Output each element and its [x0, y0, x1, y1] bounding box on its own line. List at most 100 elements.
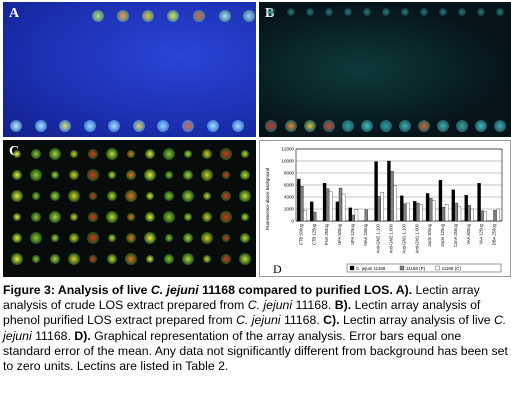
array-spot — [420, 8, 428, 16]
array-spot — [92, 10, 104, 22]
x-tick-label: Anti-GM1 1:100 — [401, 223, 406, 253]
caption-title-rest: 11168 compared to purified LOS. A). — [198, 283, 413, 297]
array-spot — [164, 191, 174, 201]
array-image-c: C — [3, 140, 256, 277]
array-spot — [89, 255, 97, 263]
array-image-a: A — [3, 2, 256, 137]
array-spot — [163, 211, 175, 223]
array-spot — [31, 212, 41, 222]
array-image-b: B — [259, 2, 511, 137]
array-spot — [51, 234, 59, 242]
x-tick-label: Anti-GM1 1:000 — [414, 223, 419, 253]
array-spot — [87, 169, 99, 181]
bar — [454, 202, 459, 222]
array-spot — [70, 150, 78, 158]
caption-sentence-a-end: 11168. — [292, 298, 332, 313]
array-spot — [87, 232, 99, 244]
array-spot — [239, 190, 251, 202]
caption-sentence-d: Graphical representation of the array an… — [3, 328, 508, 374]
array-spot — [306, 8, 314, 16]
array-spot — [49, 148, 61, 160]
caption-species-b: C. jejuni — [236, 313, 281, 328]
y-tick-label: 4000 — [284, 195, 295, 200]
y-tick-label: 0 — [291, 219, 294, 224]
x-tick-label: Jacin 500ug — [427, 223, 432, 246]
array-spot — [325, 8, 333, 16]
array-spot — [475, 120, 487, 132]
bar — [297, 178, 301, 222]
array-spot — [380, 120, 392, 132]
array-spot — [106, 211, 118, 223]
x-tick-label: VAA 500ug — [466, 223, 471, 244]
bar — [303, 210, 307, 222]
array-spot — [267, 8, 275, 16]
bar — [364, 209, 368, 222]
array-spot — [285, 120, 297, 132]
bar — [348, 207, 353, 222]
x-tick-label: CTB 125ug — [311, 223, 316, 245]
x-tick-label: VAA 125ug — [479, 223, 484, 244]
bar — [480, 210, 484, 222]
y-axis-label: Fluorescence above background — [265, 167, 270, 230]
array-spot — [222, 234, 230, 242]
array-spot — [68, 253, 80, 265]
array-spot — [32, 192, 40, 200]
array-spot — [51, 171, 59, 179]
array-spot — [165, 234, 173, 242]
y-tick-label: 10000 — [281, 159, 294, 164]
array-spot — [183, 233, 193, 243]
array-spot — [125, 253, 137, 265]
array-spot — [496, 8, 504, 16]
array-spot — [106, 148, 118, 160]
bar — [457, 206, 462, 222]
caption-sentence-a: Lectin array analysis of crude LOS extra… — [3, 283, 480, 313]
array-spot — [241, 150, 249, 158]
legend-swatch — [435, 265, 440, 271]
array-spot — [108, 120, 120, 132]
y-tick-label: 12000 — [281, 147, 294, 152]
array-spot — [265, 120, 277, 132]
panel-label-a: A — [9, 6, 20, 21]
array-spot — [182, 253, 194, 265]
array-spot — [10, 120, 22, 132]
array-spot — [146, 255, 154, 263]
bar-chart-panel: 0 2000 4000 6000 8000 10000 12000 CTB 500ug CTB… — [259, 140, 511, 277]
array-spot — [363, 8, 371, 16]
array-spot — [163, 148, 175, 160]
array-spot — [117, 10, 129, 22]
array-spot — [108, 234, 116, 242]
legend-label: 11168 (P) — [406, 266, 426, 271]
bar — [406, 202, 410, 222]
array-spot — [88, 212, 98, 222]
array-spot — [207, 120, 219, 132]
legend: C. jejuni 11168 11168 (P) 11168 (C) — [346, 263, 502, 273]
array-spot — [222, 171, 230, 179]
bar — [428, 198, 433, 222]
bar — [322, 183, 327, 222]
bar — [464, 195, 468, 222]
array-spot — [241, 213, 249, 221]
caption-sentence-c: Lectin array analysis of live — [339, 313, 495, 328]
array-spot — [182, 190, 194, 202]
y-tick-label: 6000 — [284, 183, 295, 188]
caption-title-species: C. jejuni — [150, 283, 199, 297]
array-spot — [68, 190, 80, 202]
array-spot — [145, 149, 155, 159]
array-spot — [221, 254, 231, 264]
array-spot — [184, 213, 192, 221]
array-spot — [144, 232, 156, 244]
array-spot — [11, 253, 23, 265]
array-spot — [323, 120, 335, 132]
array-spot — [13, 150, 21, 158]
caption-sentence-b: Lectin array analysis of phenol purified… — [3, 298, 481, 328]
array-spot — [401, 8, 409, 16]
array-spot — [125, 190, 137, 202]
array-spot — [167, 10, 179, 22]
array-spot — [50, 254, 60, 264]
bar — [377, 196, 381, 222]
bar — [483, 211, 487, 222]
array-spot — [494, 120, 506, 132]
array-spot — [35, 120, 47, 132]
bar — [413, 201, 417, 222]
